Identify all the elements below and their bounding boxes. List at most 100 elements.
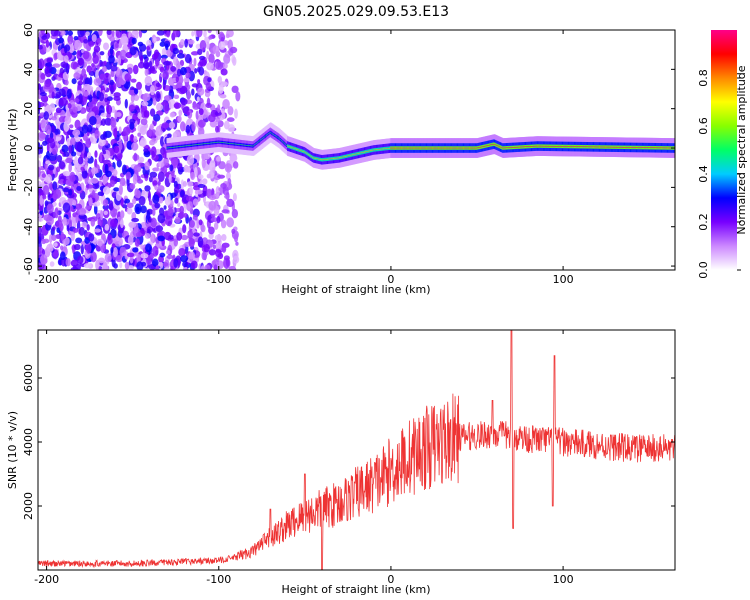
noise-cell (85, 184, 94, 189)
noise-cell (163, 205, 167, 210)
noise-cell (133, 152, 138, 162)
noise-cell (183, 212, 188, 219)
noise-cell (201, 152, 206, 161)
noise-cell (121, 164, 127, 175)
y-tick-label: -20 (22, 178, 35, 196)
noise-cell (188, 39, 195, 45)
noise-cell (182, 180, 187, 187)
noise-cell (99, 51, 105, 56)
noise-cell (155, 225, 164, 233)
y-tick-label: -60 (22, 257, 35, 275)
noise-cell (38, 121, 41, 130)
noise-cell (150, 129, 156, 134)
noise-cell (167, 207, 174, 217)
noise-cell (51, 226, 56, 231)
noise-cell (140, 205, 147, 214)
noise-cell (232, 161, 239, 169)
noise-cell (155, 91, 161, 102)
noise-cell (197, 119, 206, 128)
snr-panel: -200 -100 0 100 2000 4000 6000 Height of stra… (6, 329, 676, 596)
noise-cell (201, 251, 207, 261)
noise-cell (95, 259, 100, 270)
noise-cell (104, 163, 109, 175)
noise-cell (198, 55, 206, 61)
noise-cell (198, 108, 204, 116)
noise-cell (85, 243, 92, 254)
noise-cell (138, 156, 145, 163)
noise-cell (176, 53, 185, 59)
noise-cell (217, 174, 226, 179)
noise-cell (152, 245, 159, 257)
noise-cell (141, 101, 149, 107)
noise-cell (119, 210, 125, 219)
noise-cell (224, 163, 233, 173)
noise-cell (144, 174, 149, 179)
noise-cell (132, 247, 139, 253)
noise-cell (55, 107, 62, 114)
noise-cell (197, 79, 201, 84)
noise-cell (98, 265, 102, 270)
noise-cell (54, 207, 59, 219)
noise-cell (145, 243, 152, 253)
noise-cell (89, 76, 93, 86)
noise-cell (190, 51, 199, 56)
noise-cell (38, 100, 41, 112)
noise-cell (144, 75, 153, 86)
noise-cell (191, 121, 196, 132)
noise-cell (197, 66, 201, 73)
x-tick-label: -100 (206, 273, 231, 286)
noise-cell (39, 254, 48, 265)
noise-cell (100, 210, 104, 221)
noise-cell (81, 68, 86, 77)
noise-cell (129, 118, 136, 125)
noise-cell (195, 110, 199, 120)
noise-cell (217, 104, 221, 114)
noise-cell (69, 137, 76, 147)
noise-cell (122, 126, 131, 136)
noise-cell (45, 160, 51, 165)
noise-cell (208, 114, 216, 123)
noise-cell (67, 30, 74, 36)
noise-cell (166, 30, 171, 38)
noise-cell (157, 185, 165, 193)
noise-cell (226, 172, 231, 181)
noise-cell (47, 164, 55, 171)
noise-cell (48, 181, 53, 190)
noise-cell (78, 208, 87, 216)
noise-cell (68, 219, 73, 229)
noise-cell (140, 137, 147, 147)
noise-cell (67, 103, 72, 109)
noise-cell (223, 120, 230, 130)
noise-cell (151, 154, 159, 161)
noise-cell (86, 224, 90, 231)
noise-cell (208, 195, 217, 201)
noise-cell (133, 94, 140, 101)
noise-cell (100, 112, 107, 118)
noise-cell (92, 54, 99, 64)
noise-cell (108, 200, 114, 211)
x-tick-label: 0 (387, 273, 394, 286)
noise-cell (165, 43, 169, 51)
noise-cell (203, 243, 210, 253)
noise-cell (90, 177, 99, 184)
noise-cell (112, 246, 118, 258)
noise-cell (218, 187, 223, 192)
noise-cell (204, 264, 211, 270)
noise-cell (86, 65, 93, 73)
noise-cell (75, 237, 83, 244)
noise-cell (61, 144, 69, 153)
noise-cell (177, 115, 182, 123)
noise-cell (233, 233, 239, 243)
spectrogram-x-ticks: -200 -100 0 100 (34, 30, 574, 286)
noise-cell (130, 133, 135, 143)
noise-cell (154, 202, 161, 209)
noise-cell (136, 81, 142, 90)
noise-cell (98, 138, 106, 147)
noise-cell (190, 171, 196, 181)
noise-cell (197, 236, 204, 248)
noise-cell (68, 43, 75, 54)
noise-cell (105, 61, 112, 70)
noise-cell (177, 60, 181, 69)
noise-cell (53, 249, 59, 258)
noise-cell (81, 124, 89, 134)
